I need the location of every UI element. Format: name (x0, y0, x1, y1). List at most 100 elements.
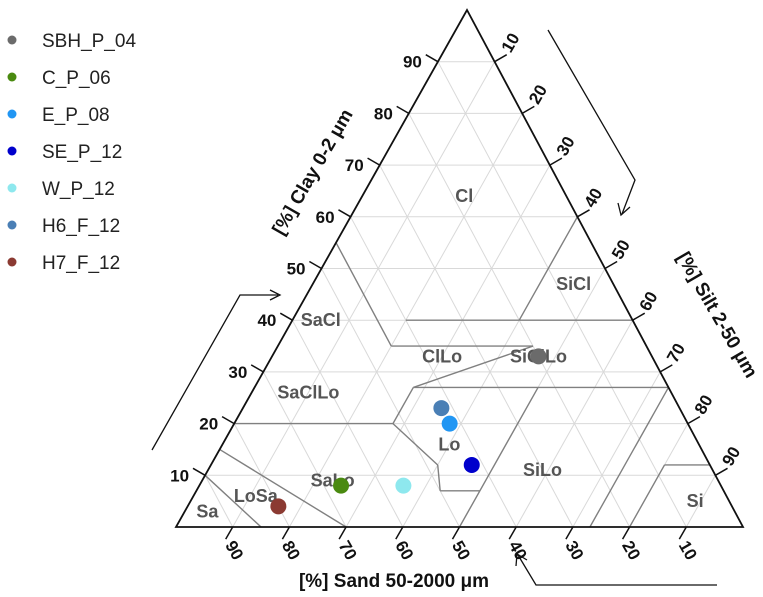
data-point-h7-f-12 (270, 498, 287, 515)
tick-label-clay-40: 40 (257, 311, 276, 330)
tick-label-clay-80: 80 (374, 104, 393, 123)
tick-mark-sand (565, 526, 574, 540)
tick-mark-silt (494, 54, 508, 63)
region-label-sacl: SaCl (301, 310, 341, 330)
tick-mark-silt (659, 364, 673, 373)
boundary-line (518, 216, 579, 321)
tick-label-clay-60: 60 (316, 208, 335, 227)
tick-label-silt-20: 20 (525, 82, 551, 108)
legend-marker (7, 220, 17, 230)
grid-lines (204, 61, 716, 528)
boundary-line (392, 423, 439, 466)
arrow-silt (547, 29, 636, 215)
legend-marker (7, 109, 17, 119)
legend-label: C_P_06 (42, 68, 111, 89)
region-label-si: Si (687, 491, 704, 511)
tick-mark-clay (250, 364, 264, 373)
tick-label-clay-90: 90 (403, 53, 422, 72)
tick-mark-clay (367, 157, 381, 166)
legend-marker (7, 183, 17, 193)
legend-marker (7, 146, 17, 156)
data-point-e-p-08 (441, 415, 458, 432)
tick-mark-clay (425, 54, 439, 63)
tick-mark-sand (508, 526, 517, 540)
tick-mark-clay (221, 415, 235, 425)
tick-mark-silt (577, 209, 590, 218)
tick-label-sand-10: 10 (675, 538, 701, 564)
arrow-sand (517, 554, 717, 586)
data-point-sbh-p-04 (530, 348, 547, 365)
boundary-line (219, 448, 347, 528)
tick-label-clay-20: 20 (199, 415, 218, 434)
tick-label-silt-60: 60 (636, 288, 662, 314)
grid-line-sand-70 (262, 371, 347, 528)
data-point-w-p-12 (395, 477, 412, 494)
direction-arrows (151, 29, 717, 586)
legend-marker (7, 257, 17, 267)
grid-line-silt-60 (515, 319, 634, 528)
tick-label-silt-70: 70 (663, 340, 689, 366)
legend: SBH_P_04 C_P_06 E_P_08 SE_P_12 W_P_12 H6_F_12… (7, 31, 136, 274)
tick-mark-sand (451, 526, 461, 540)
tick-label-clay-30: 30 (228, 363, 247, 382)
tick-mark-silt (632, 312, 646, 321)
tick-label-silt-90: 90 (718, 443, 744, 469)
tick-mark-silt (715, 467, 728, 476)
data-point-se-p-12 (463, 456, 480, 473)
tick-label-clay-70: 70 (345, 156, 364, 175)
tick-mark-silt (549, 157, 563, 166)
tick-mark-sand (338, 526, 347, 540)
boundary-line (458, 387, 539, 528)
region-label-cl: Cl (455, 186, 473, 206)
region-label-sa: Sa (196, 501, 219, 521)
tick-mark-sand (621, 526, 631, 540)
arrow-head (269, 289, 282, 301)
tick-mark-silt (521, 105, 535, 115)
region-label-sacllo: SaClLo (277, 383, 339, 403)
region-label-losa: LoSa (234, 486, 279, 506)
tick-mark-sand (281, 526, 291, 540)
tick-label-sand-60: 60 (391, 538, 417, 564)
tick-mark-silt (604, 260, 618, 270)
data-point-h6-f-12 (433, 400, 450, 417)
tick-label-sand-70: 70 (335, 538, 361, 564)
boundary-line (413, 345, 534, 389)
tick-mark-clay (309, 260, 322, 270)
boundary-line (392, 387, 414, 424)
region-label-lo: Lo (438, 434, 460, 454)
tick-label-sand-20: 20 (618, 538, 644, 564)
tick-label-silt-30: 30 (553, 133, 579, 159)
tick-label-clay-10: 10 (170, 466, 189, 485)
grid-line-sand-50 (321, 268, 460, 528)
axis-title-sand: [%] Sand 50-2000 μm (299, 571, 489, 592)
axis-title-silt: [%] Silt 2-50 μm (672, 249, 761, 382)
boundary-line (204, 474, 262, 528)
tick-mark-sand (678, 526, 687, 540)
legend-label: SBH_P_04 (42, 31, 136, 52)
tick-mark-clay (192, 467, 206, 476)
tick-mark-clay (396, 105, 410, 115)
boundary-line (628, 464, 666, 528)
data-point-c-p-06 (333, 477, 350, 494)
arrow-head (617, 202, 631, 217)
legend-label: E_P_08 (42, 105, 110, 126)
arrow-head (515, 552, 528, 567)
tick-label-silt-10: 10 (498, 30, 524, 56)
region-label-cllo: ClLo (422, 346, 462, 366)
tick-mark-clay (338, 209, 351, 218)
tick-label-sand-80: 80 (278, 538, 304, 564)
tick-label-sand-90: 90 (221, 538, 247, 564)
boundary-line (437, 464, 441, 491)
tick-label-silt-50: 50 (608, 237, 634, 263)
region-label-sicl: SiCl (556, 274, 591, 294)
legend-label: W_P_12 (42, 179, 115, 200)
legend-label: SE_P_12 (42, 142, 122, 163)
tick-mark-clay (279, 312, 293, 321)
legend-marker (7, 72, 17, 82)
legend-label: H6_F_12 (42, 216, 120, 237)
tick-label-silt-80: 80 (691, 392, 717, 418)
region-label-silo: SiLo (523, 460, 562, 480)
